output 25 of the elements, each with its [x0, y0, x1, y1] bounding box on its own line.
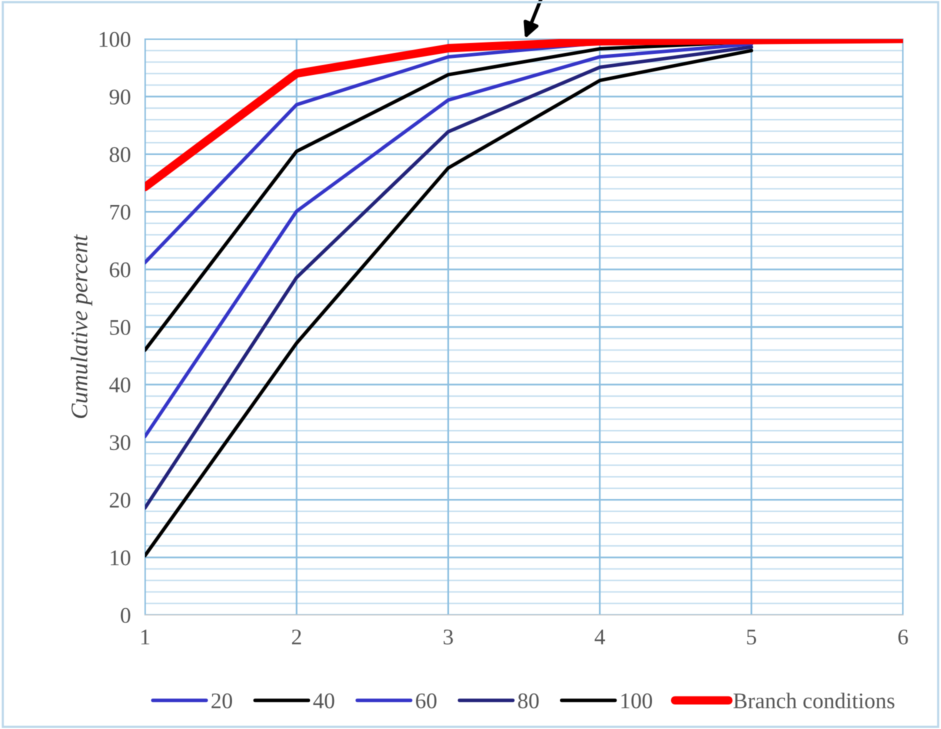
x-tick-label: 2	[292, 630, 301, 644]
legend-label: 80	[518, 693, 539, 708]
legend-label: 100	[621, 693, 652, 708]
y-tick-label: 30	[110, 435, 130, 450]
y-tick-label: 80	[110, 147, 130, 162]
y-tick-label: 70	[110, 204, 130, 220]
x-tick-label: 4	[594, 630, 606, 644]
y-tick-label: 90	[110, 90, 130, 105]
y-tick-label: 60	[110, 262, 130, 278]
y-axis-title: Cumulative percent	[70, 234, 92, 418]
y-tick-label: 20	[110, 492, 130, 508]
y-tick-label: 50	[110, 320, 130, 335]
legend-label: 40	[313, 693, 334, 708]
x-tick-label: 3	[444, 630, 453, 645]
y-tick-label: 0	[120, 608, 130, 623]
legend-label: 20	[212, 693, 232, 708]
y-tick-label: 10	[110, 550, 130, 566]
line-series	[145, 42, 754, 438]
x-tick-label: 1	[141, 630, 150, 644]
legend-label: 60	[416, 693, 436, 708]
x-tick-label: 5	[747, 630, 756, 645]
y-tick-label: 100	[100, 32, 130, 47]
legend-label: Branch conditions	[733, 692, 894, 708]
x-tick-label: 6	[898, 630, 908, 645]
y-tick-label: 40	[109, 378, 130, 393]
